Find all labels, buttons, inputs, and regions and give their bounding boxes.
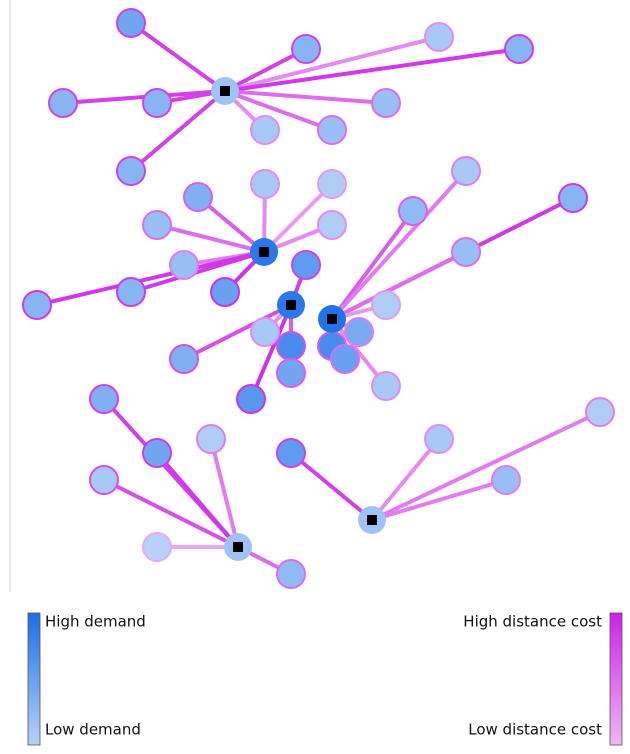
customer-node: [116, 8, 146, 38]
customer-node: [371, 371, 401, 401]
edge: [331, 250, 467, 321]
facility-marker: [220, 86, 230, 96]
customer-node: [424, 424, 454, 454]
customer-node: [116, 156, 146, 186]
customer-node: [276, 438, 306, 468]
edge: [129, 21, 227, 93]
customer-node: [371, 88, 401, 118]
customer-node: [504, 34, 534, 64]
legend-label: Low demand: [45, 721, 141, 739]
customer-node: [398, 196, 428, 226]
customer-node: [291, 34, 321, 64]
edge: [371, 410, 601, 522]
edge: [330, 209, 415, 321]
customer-node: [491, 465, 521, 495]
edge: [209, 438, 240, 548]
customer-node: [210, 277, 240, 307]
facility-marker: [233, 542, 243, 552]
edge: [129, 89, 227, 173]
edge: [156, 223, 265, 254]
demand-scale: [27, 612, 41, 746]
customer-node: [317, 210, 347, 240]
customer-node: [451, 156, 481, 186]
edge: [224, 47, 520, 93]
customer-node: [276, 559, 306, 589]
customer-node: [142, 88, 172, 118]
edge: [155, 451, 240, 549]
customer-node: [276, 331, 306, 361]
edge: [249, 304, 293, 400]
edge: [183, 303, 292, 361]
customer-node: [89, 384, 119, 414]
customer-node: [89, 465, 119, 495]
customer-node: [236, 384, 266, 414]
customer-node: [371, 290, 401, 320]
customer-node: [585, 397, 615, 427]
legend-label: High distance cost: [463, 613, 602, 631]
facility-marker: [286, 300, 296, 310]
customer-node: [22, 290, 52, 320]
edge: [371, 478, 507, 522]
edge: [36, 250, 265, 307]
facility-marker: [327, 314, 337, 324]
edge: [262, 182, 334, 254]
customer-node: [317, 115, 347, 145]
customer-node: [196, 424, 226, 454]
customer-node: [451, 237, 481, 267]
customer-node: [48, 88, 78, 118]
customer-node: [142, 532, 172, 562]
customer-node: [424, 22, 454, 52]
customer-node: [344, 317, 374, 347]
customer-node: [142, 438, 172, 468]
customer-node: [250, 115, 280, 145]
edge: [224, 89, 333, 132]
customer-node: [183, 182, 213, 212]
customer-node: [291, 250, 321, 280]
edge: [103, 478, 239, 549]
cost-scale: [609, 612, 623, 746]
customer-node: [250, 317, 280, 347]
legend-label: Low distance cost: [468, 721, 602, 739]
edge: [224, 89, 387, 105]
customer-node: [169, 344, 199, 374]
customer-node: [142, 210, 172, 240]
facility-marker: [259, 247, 269, 257]
customer-node: [276, 358, 306, 388]
customer-node: [116, 277, 146, 307]
customer-node: [317, 169, 347, 199]
edge: [224, 47, 307, 93]
edge: [224, 35, 440, 93]
customer-node: [558, 183, 588, 213]
legend-label: High demand: [45, 613, 146, 631]
edge: [289, 451, 374, 522]
facility-marker: [367, 515, 377, 525]
customer-node: [250, 169, 280, 199]
nodes: [22, 8, 615, 589]
edge: [370, 437, 441, 522]
customer-node: [330, 344, 360, 374]
edge: [330, 169, 468, 321]
customer-node: [169, 250, 199, 280]
